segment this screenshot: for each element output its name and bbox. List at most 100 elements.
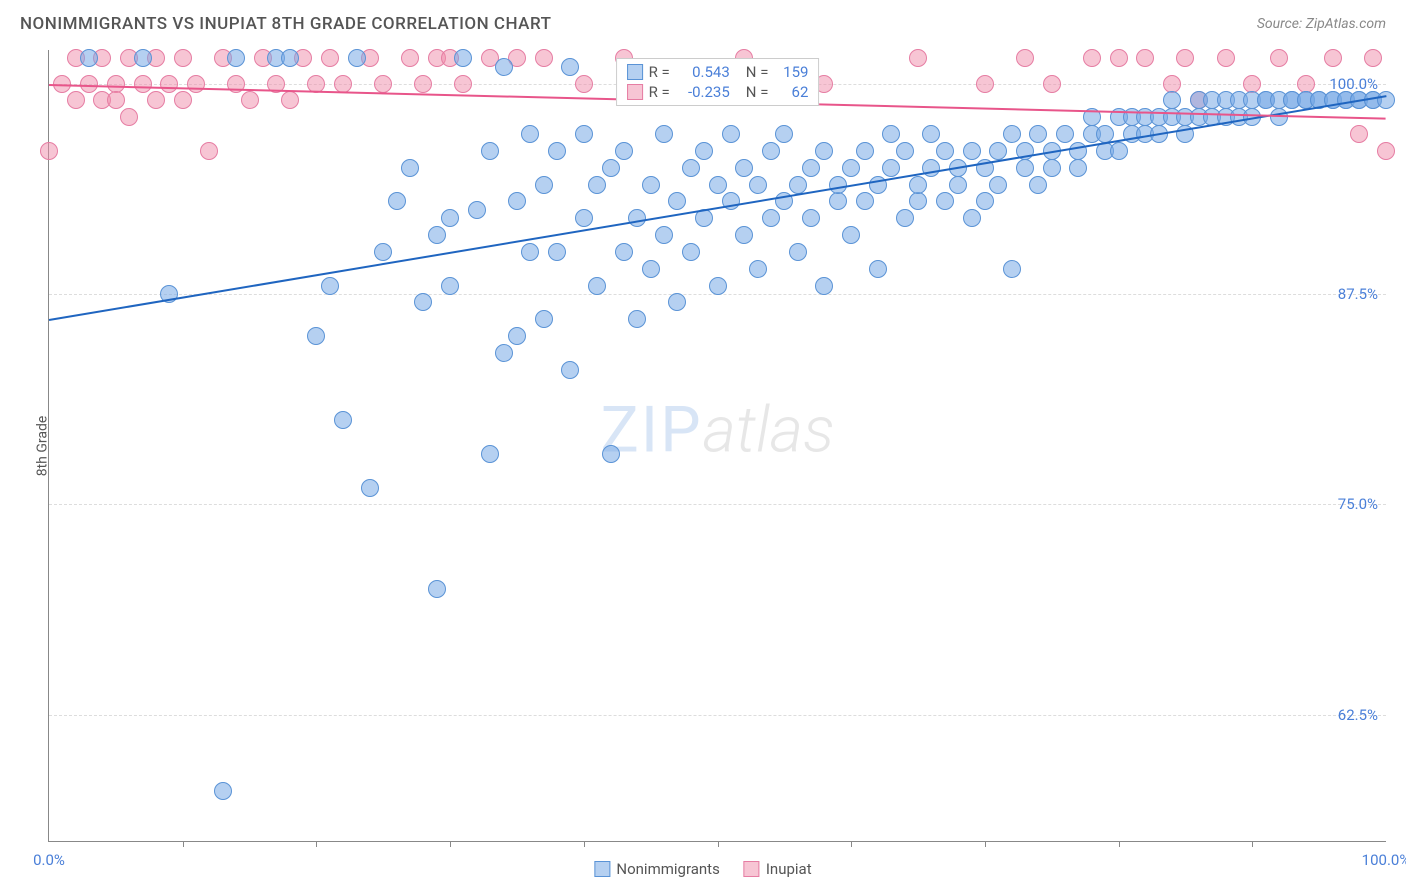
y-tick-label: 100.0% <box>1329 75 1378 93</box>
data-point <box>495 58 513 76</box>
data-point <box>80 49 98 67</box>
legend-label: Inupiat <box>766 860 812 878</box>
data-point <box>1243 75 1261 93</box>
y-tick-label: 62.5% <box>1338 706 1378 724</box>
data-point <box>615 142 633 160</box>
r-value: 0.543 <box>676 63 730 81</box>
legend-label: Nonimmigrants <box>616 860 719 878</box>
data-point <box>668 293 686 311</box>
data-point <box>441 209 459 227</box>
data-point <box>949 176 967 194</box>
data-point <box>307 327 325 345</box>
data-point <box>963 142 981 160</box>
data-point <box>401 49 419 67</box>
data-point <box>1016 159 1034 177</box>
data-point <box>134 75 152 93</box>
watermark-atlas: atlas <box>703 392 835 467</box>
data-point <box>1176 49 1194 67</box>
data-point <box>922 125 940 143</box>
chart-header: NONIMMIGRANTS VS INUPIAT 8TH GRADE CORRE… <box>0 0 1406 44</box>
data-point <box>401 159 419 177</box>
data-point <box>428 580 446 598</box>
data-point <box>575 209 593 227</box>
n-value: 62 <box>774 83 808 101</box>
data-point <box>1270 49 1288 67</box>
x-tick <box>1252 841 1253 847</box>
data-point <box>535 176 553 194</box>
watermark: ZIPatlas <box>600 392 834 467</box>
data-point <box>1043 75 1061 93</box>
data-point <box>976 75 994 93</box>
data-point <box>241 91 259 109</box>
scatter-plot-area: ZIPatlas 62.5%75.0%87.5%100.0%0.0%100.0%… <box>48 50 1386 842</box>
data-point <box>548 142 566 160</box>
data-point <box>1297 75 1315 93</box>
data-point <box>548 243 566 261</box>
swatch-icon <box>627 84 643 100</box>
data-point <box>508 192 526 210</box>
n-label: N = <box>746 63 769 81</box>
data-point <box>749 176 767 194</box>
data-point <box>374 243 392 261</box>
data-point <box>856 192 874 210</box>
data-point <box>588 176 606 194</box>
data-point <box>1003 260 1021 278</box>
r-value: -0.235 <box>676 83 730 101</box>
data-point <box>1377 91 1395 109</box>
data-point <box>709 176 727 194</box>
data-point <box>682 159 700 177</box>
data-point <box>521 125 539 143</box>
data-point <box>588 277 606 295</box>
data-point <box>454 75 472 93</box>
data-point <box>896 142 914 160</box>
data-point <box>1324 49 1342 67</box>
grid-line <box>49 715 1386 716</box>
data-point <box>856 142 874 160</box>
data-point <box>414 75 432 93</box>
data-point <box>481 142 499 160</box>
data-point <box>882 159 900 177</box>
x-tick-label: 0.0% <box>33 851 65 869</box>
r-label: R = <box>649 83 670 101</box>
data-point <box>1043 159 1061 177</box>
data-point <box>1217 49 1235 67</box>
data-point <box>909 176 927 194</box>
data-point <box>535 310 553 328</box>
data-point <box>561 58 579 76</box>
data-point <box>1056 125 1074 143</box>
swatch-icon <box>627 64 643 80</box>
data-point <box>535 49 553 67</box>
legend-bottom: Nonimmigrants Inupiat <box>594 860 811 878</box>
data-point <box>789 243 807 261</box>
data-point <box>67 91 85 109</box>
data-point <box>134 49 152 67</box>
data-point <box>1003 125 1021 143</box>
data-point <box>468 201 486 219</box>
n-value: 159 <box>774 63 808 81</box>
data-point <box>602 159 620 177</box>
x-tick-label: 100.0% <box>1362 851 1406 869</box>
data-point <box>722 125 740 143</box>
data-point <box>602 445 620 463</box>
data-point <box>775 125 793 143</box>
data-point <box>869 260 887 278</box>
data-point <box>481 445 499 463</box>
correlation-legend-row: R =0.543N =159 <box>627 63 809 81</box>
data-point <box>762 209 780 227</box>
data-point <box>348 49 366 67</box>
data-point <box>695 142 713 160</box>
data-point <box>1029 125 1047 143</box>
data-point <box>1069 159 1087 177</box>
data-point <box>642 260 660 278</box>
legend-item-nonimmigrants: Nonimmigrants <box>594 860 719 878</box>
data-point <box>642 176 660 194</box>
data-point <box>40 142 58 160</box>
chart-title: NONIMMIGRANTS VS INUPIAT 8TH GRADE CORRE… <box>20 14 551 34</box>
data-point <box>909 49 927 67</box>
data-point <box>107 91 125 109</box>
x-tick <box>718 841 719 847</box>
x-tick <box>316 841 317 847</box>
data-point <box>1163 75 1181 93</box>
x-tick <box>851 841 852 847</box>
legend-item-inupiat: Inupiat <box>744 860 812 878</box>
